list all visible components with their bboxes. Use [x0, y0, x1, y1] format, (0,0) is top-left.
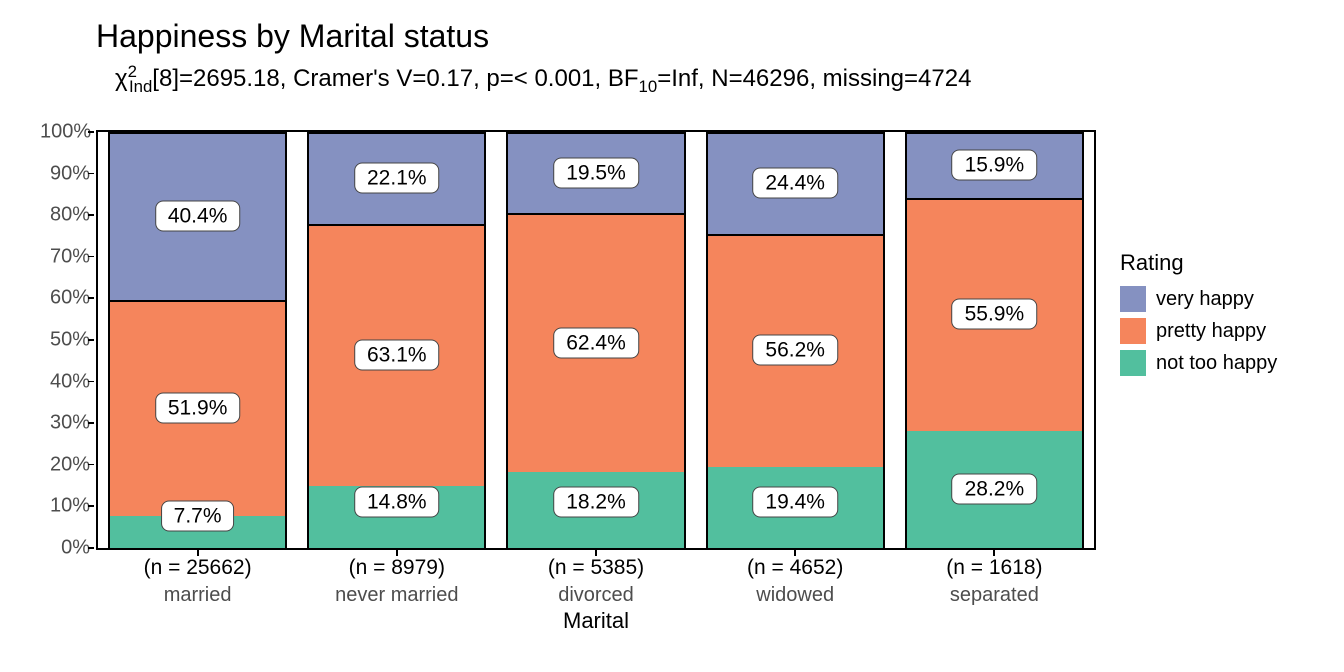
chart-subtitle: χ2Ind[8]=2695.18, Cramer's V=0.17, p=< 0… — [115, 62, 971, 97]
n-label: (n = 4652) — [747, 556, 843, 580]
legend-swatch — [1120, 350, 1146, 376]
legend-items: very happy pretty happy not too happy — [1120, 286, 1330, 376]
legend-label: not too happy — [1156, 352, 1277, 375]
y-tick-mark — [88, 256, 94, 258]
n-label: (n = 5385) — [548, 556, 644, 580]
bar-panel: 7.7% 51.9% 40.4% — [98, 132, 297, 548]
bar-panel: 19.4% 56.2% 24.4% — [696, 132, 895, 548]
bar-value-label: 19.5% — [553, 157, 639, 188]
bar-value-label: 62.4% — [553, 327, 639, 358]
bar-value-label: 28.2% — [952, 474, 1038, 505]
legend-item: very happy — [1120, 286, 1330, 312]
y-tick-mark — [88, 422, 94, 424]
chi-sub: Ind — [129, 77, 152, 96]
bar-value-label: 24.4% — [752, 167, 838, 198]
y-tick-mark — [88, 339, 94, 341]
bar-panel: 18.2% 62.4% 19.5% — [496, 132, 695, 548]
y-tick-label: 90% — [40, 162, 90, 185]
x-tick-label: divorced — [558, 584, 634, 607]
y-tick-label: 70% — [40, 245, 90, 268]
x-tick-label: separated — [950, 584, 1039, 607]
x-tick-label: widowed — [756, 584, 834, 607]
bar-value-label: 19.4% — [752, 487, 838, 518]
y-tick-label: 20% — [40, 453, 90, 476]
y-tick-mark — [88, 131, 94, 133]
n-label: (n = 1618) — [946, 556, 1042, 580]
bf-prefix: BF — [608, 65, 639, 92]
bar-value-label: 51.9% — [155, 393, 241, 424]
chart-container: Happiness by Marital status χ2Ind[8]=269… — [0, 0, 1344, 672]
y-tick-mark — [88, 464, 94, 466]
x-tick-label: never married — [335, 584, 458, 607]
legend-label: very happy — [1156, 288, 1254, 311]
y-tick-label: 60% — [40, 287, 90, 310]
y-tick-mark — [88, 505, 94, 507]
bar-value-label: 40.4% — [155, 201, 241, 232]
y-tick-label: 80% — [40, 204, 90, 227]
y-tick-mark — [88, 381, 94, 383]
bf-sub: 10 — [639, 77, 658, 96]
legend-item: not too happy — [1120, 350, 1330, 376]
bar-value-label: 18.2% — [553, 487, 639, 518]
chart-title: Happiness by Marital status — [96, 18, 489, 55]
bar-panel: 14.8% 63.1% 22.1% — [297, 132, 496, 548]
x-axis-title: Marital — [563, 608, 629, 634]
legend-swatch — [1120, 286, 1146, 312]
bar-value-label: 7.7% — [161, 500, 235, 531]
chi-symbol: χ — [115, 65, 128, 92]
legend: Rating very happy pretty happy not too hap… — [1120, 250, 1330, 382]
bar-value-label: 55.9% — [952, 299, 1038, 330]
stacked-bar — [108, 132, 287, 548]
n-label: (n = 8979) — [349, 556, 445, 580]
legend-swatch — [1120, 318, 1146, 344]
subtitle-part1: [8]=2695.18, Cramer's V=0.17, p=< 0.001, — [152, 65, 608, 92]
legend-label: pretty happy — [1156, 320, 1266, 343]
bar-value-label: 22.1% — [354, 162, 440, 193]
bar-value-label: 15.9% — [952, 150, 1038, 181]
legend-title: Rating — [1120, 250, 1330, 276]
y-tick-mark — [88, 214, 94, 216]
x-tick-label: married — [164, 584, 232, 607]
y-tick-mark — [88, 173, 94, 175]
n-label: (n = 25662) — [144, 556, 252, 580]
y-tick-label: 0% — [40, 537, 90, 560]
y-tick-mark — [88, 547, 94, 549]
subtitle-part2: =Inf, N=46296, missing=4724 — [657, 65, 971, 92]
bar-value-label: 63.1% — [354, 340, 440, 371]
y-tick-label: 40% — [40, 370, 90, 393]
bar-value-label: 14.8% — [354, 487, 440, 518]
legend-item: pretty happy — [1120, 318, 1330, 344]
bar-panel: 28.2% 55.9% 15.9% — [895, 132, 1094, 548]
y-tick-label: 10% — [40, 495, 90, 518]
y-tick-label: 50% — [40, 329, 90, 352]
y-axis: 0%10%20%30%40%50%60%70%80%90%100% — [40, 130, 96, 550]
plot-area: 7.7%51.9%40.4%14.8%63.1%22.1%18.2%62.4%1… — [96, 130, 1096, 550]
y-tick-mark — [88, 297, 94, 299]
y-tick-label: 30% — [40, 412, 90, 435]
y-tick-label: 100% — [40, 121, 90, 144]
bar-value-label: 56.2% — [752, 335, 838, 366]
